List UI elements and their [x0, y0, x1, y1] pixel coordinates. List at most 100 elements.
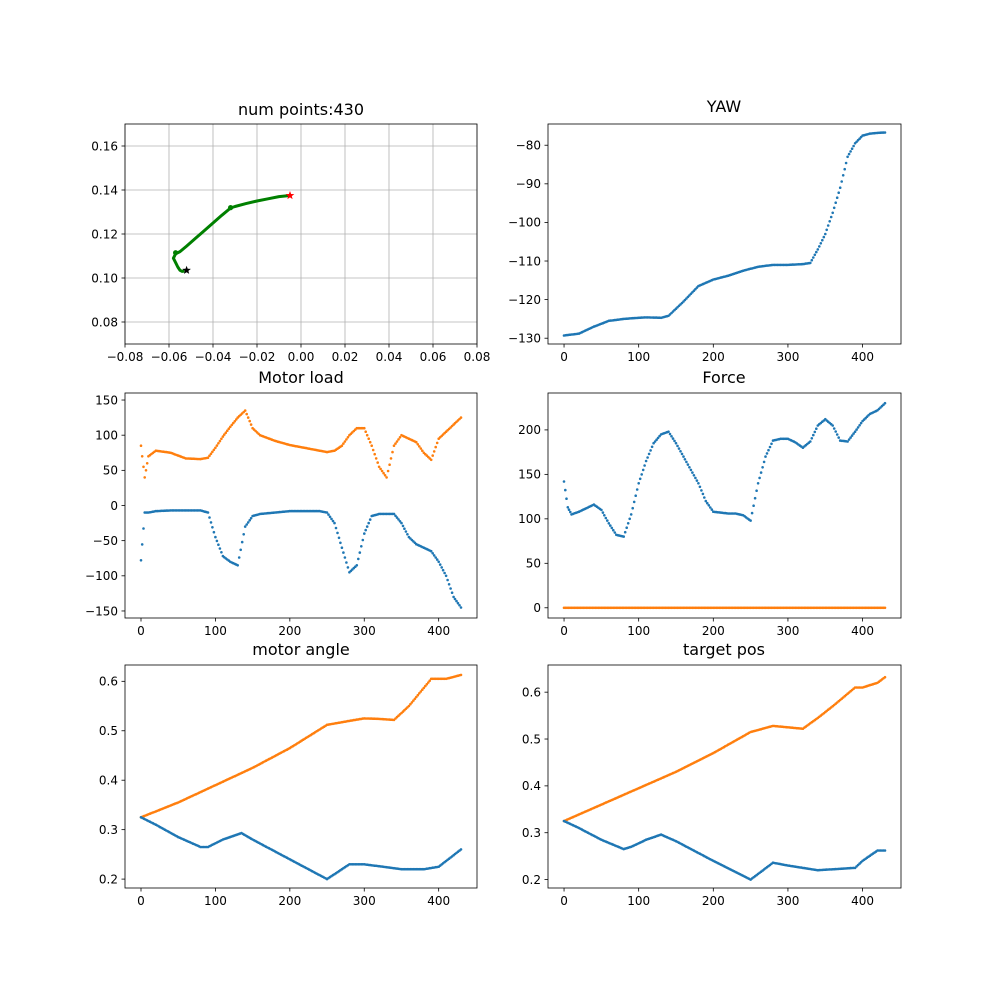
target-pos-plot-xtick-label: 0: [560, 894, 568, 908]
motor-angle-plot-series-0-point: [459, 673, 463, 677]
force-plot-series-0-point: [668, 432, 672, 436]
force-plot-series-0-point: [604, 516, 608, 520]
motor-load-plot-series-1-point: [325, 511, 329, 514]
motor-load-plot-series-0-point: [374, 457, 378, 460]
force-plot-series-0-point: [837, 436, 840, 439]
motor-angle-plot-series-0-point: [428, 679, 432, 682]
force-plot-series-0-point: [810, 437, 814, 440]
motor-load-plot-series-1-point: [346, 566, 350, 569]
force-plot-series-0-point: [603, 514, 606, 517]
force-plot-series-0-point: [641, 468, 645, 472]
force-plot-xtick-label: 400: [851, 624, 874, 638]
motor-load-plot-series-1-point: [236, 564, 239, 567]
motor-load-plot-series-0-point: [144, 469, 148, 472]
yaw-plot-ytick-label: −120: [508, 293, 541, 307]
yaw-plot-xtick-label: 100: [627, 350, 650, 364]
force-plot-series-0-point: [667, 430, 670, 434]
yaw-plot-series-0-point: [852, 144, 855, 148]
motor-load-plot-series-0-point: [340, 444, 344, 448]
motor-load-plot-series-1-point: [392, 512, 396, 516]
yaw-plot-series-0-point: [818, 245, 821, 248]
force-plot-series-0-point: [767, 448, 770, 452]
force-plot-series-0-point: [849, 436, 852, 439]
yaw-plot-frame: [547, 123, 902, 345]
force-plot-series-0-point: [566, 506, 570, 509]
force-plot-series-0-point: [644, 459, 648, 463]
trajectory-plot-xtick-label: −0.06: [151, 350, 188, 364]
motor-load-plot-series-0-point: [142, 465, 145, 469]
motor-load-plot-series-1-point: [403, 527, 406, 530]
force-plot-series-0-point: [653, 440, 657, 443]
yaw-plot-xtick-label: 300: [776, 350, 799, 364]
trajectory-plot-ytick-label: 0.14: [91, 183, 118, 197]
motor-load-plot-series-1-point: [355, 564, 359, 567]
motor-load-plot-series-1-point: [360, 545, 363, 548]
motor-load-plot-series-0-point: [421, 449, 424, 453]
motor-load-plot-ytick-label: −50: [93, 534, 118, 548]
motor-load-plot-series-0-point: [243, 409, 247, 412]
motor-load-plot-series-0-point: [429, 458, 433, 462]
force-plot-xtick-label: 0: [560, 624, 568, 638]
motor-load-title: Motor load: [258, 368, 344, 387]
motor-angle-plot-ytick-label: 0.5: [99, 724, 118, 738]
force-plot-ytick-label: 0: [533, 601, 541, 615]
motor-load-plot-series-0-point: [343, 440, 347, 443]
motor-load-plot-series-0-point: [223, 433, 226, 436]
force-plot-series-0-point: [856, 426, 860, 429]
motor-load-plot-series-0-point: [139, 444, 143, 448]
motor-angle-plot-series-0-point: [416, 693, 420, 697]
motor-load-plot-series-0-point: [394, 442, 397, 445]
yaw-plot-series-0-point: [831, 211, 834, 215]
force-plot-series-0-point: [768, 445, 772, 449]
trajectory-plot-xtick-label: 0.06: [420, 350, 447, 364]
force-plot-series-0-point: [758, 476, 761, 480]
yaw-plot-series-0-point: [826, 224, 830, 227]
motor-load-plot-series-1-point: [327, 513, 330, 516]
motor-load-plot-series-1-point: [334, 526, 338, 530]
motor-load-plot-series-1-point: [443, 571, 446, 575]
motor-angle-plot-ytick-label: 0.4: [99, 774, 118, 788]
force-plot-series-0-point: [832, 427, 836, 430]
motor-angle-plot-series-0-point: [410, 701, 414, 704]
force-plot-ytick-label: 200: [518, 423, 541, 437]
yaw-plot-series-0-point: [832, 206, 836, 210]
trajectory-plot-xtick-label: 0.08: [464, 350, 491, 364]
force-plot-series-0-point: [622, 535, 625, 538]
motor-load-plot-series-1-point: [142, 527, 145, 530]
yaw-plot-series-0-point: [813, 253, 817, 257]
motor-load-plot-series-1-point: [357, 557, 360, 561]
motor-angle-plot-series-0-point: [421, 688, 424, 691]
motor-load-plot-series-1-point: [240, 540, 244, 544]
force-plot-series-0-point: [640, 473, 643, 476]
force-plot-series-0-point: [855, 428, 858, 431]
force-plot-series-0-point: [634, 494, 637, 498]
motor-load-plot-series-0-point: [342, 442, 345, 445]
trajectory-plot-ytick-label: 0.12: [91, 227, 118, 241]
motor-load-plot-series-0-point: [435, 441, 439, 445]
force-plot-xtick-label: 300: [776, 624, 799, 638]
yaw-plot-series-0-point: [834, 201, 837, 204]
force-plot-series-0-point: [626, 522, 630, 525]
target-pos-title: target pos: [683, 640, 765, 659]
motor-load-plot-series-0-point: [419, 447, 423, 450]
motor-load-plot-series-0-point: [145, 462, 149, 465]
motor-angle-plot-xtick-label: 0: [137, 894, 145, 908]
motor-load-plot-series-0-point: [140, 455, 144, 458]
motor-load-plot-series-0-point: [363, 426, 366, 430]
force-plot-series-0-point: [707, 504, 711, 507]
motor-load-plot-series-1-point: [336, 531, 339, 535]
force-plot-series-0-point: [643, 464, 646, 467]
force-plot-series-0-point: [567, 508, 571, 512]
force-plot-series-0-point: [858, 424, 861, 427]
force-plot-series-0-point: [835, 433, 839, 436]
motor-load-plot-series-1-point: [139, 559, 143, 562]
motor-load-plot-series-0-point: [368, 440, 372, 444]
force-plot-series-0-point: [859, 421, 863, 425]
motor-load-plot-ytick-label: −100: [85, 569, 118, 583]
motor-load-plot-series-0-point: [208, 454, 211, 458]
motor-angle-plot: motor angle 0 100 200 300 400 0.2 0.3 0.4 0.5 0.6: [99, 640, 478, 908]
force-plot-series-0-point: [609, 524, 612, 527]
yaw-plot-ytick-label: −130: [508, 332, 541, 346]
force-plot-series-0-point: [637, 482, 640, 485]
motor-angle-plot-series-0-point: [424, 684, 427, 688]
